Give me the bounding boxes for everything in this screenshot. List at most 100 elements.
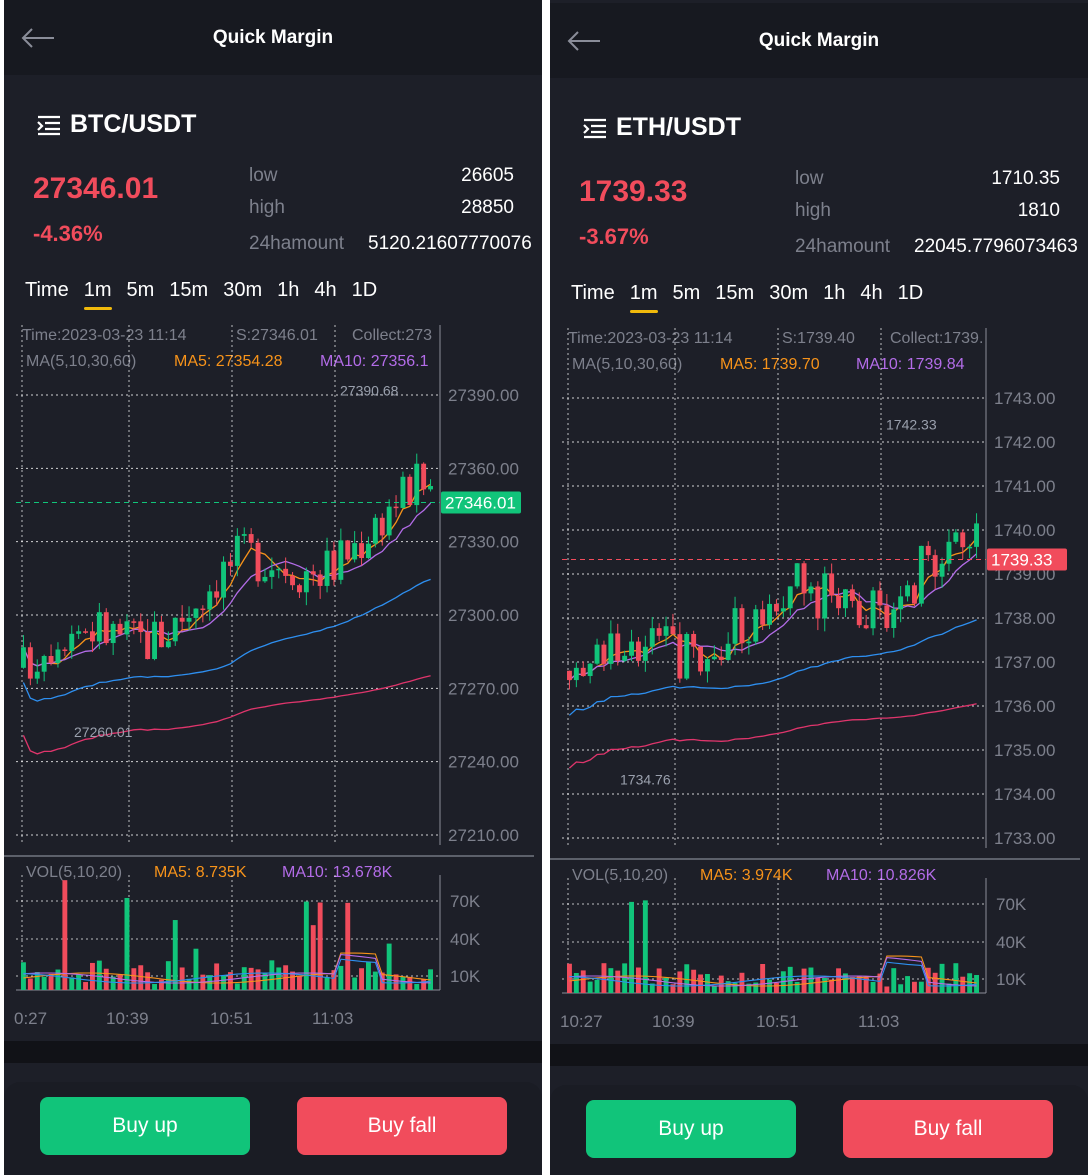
candle-body (829, 573, 835, 596)
pair-selector[interactable]: ETH/USDT (582, 113, 741, 142)
candle-body (836, 595, 841, 609)
candle-body (290, 575, 295, 586)
time-tick-label: 11:03 (858, 1012, 899, 1031)
candle-body (366, 543, 371, 559)
tab-4h[interactable]: 4h (314, 279, 337, 301)
candle-body (200, 608, 206, 611)
time-tick-label: 10:51 (210, 1009, 253, 1028)
last-price-label: 1739.33 (991, 550, 1052, 569)
kline-chart[interactable]: Time:2023-03-23 11:14 S:1739.40 Collect:… (550, 318, 1088, 1038)
volume-bar (372, 971, 378, 990)
tab-5m[interactable]: 5m (672, 282, 701, 304)
candle-body (379, 517, 385, 536)
volume-bar (110, 976, 116, 990)
buy-up-button[interactable]: Buy up (40, 1097, 250, 1155)
tab-1h[interactable]: 1h (823, 282, 846, 304)
candle-body (283, 568, 289, 576)
buy-fall-button[interactable]: Buy fall (297, 1097, 507, 1155)
time-tick-label: 0:27 (14, 1009, 47, 1028)
tab-1d[interactable]: 1D (897, 282, 924, 304)
tab-time[interactable]: Time (25, 279, 69, 301)
price-tick-label: 27390.00 (448, 386, 519, 405)
candle-body (636, 641, 641, 661)
candle-body (159, 621, 164, 648)
volume-bar (815, 977, 821, 993)
tab-15m[interactable]: 15m (715, 282, 755, 304)
arrow-left-icon[interactable] (20, 26, 56, 50)
price-tick-label: 1738.00 (994, 609, 1055, 628)
tab-1m[interactable]: 1m (83, 279, 112, 310)
volume-bar (905, 976, 910, 993)
ma-line (22, 578, 431, 702)
menu-lines-icon (583, 118, 606, 138)
volume-bar (262, 972, 268, 990)
max-price-marker: 27390.68 (340, 382, 399, 398)
volume-bar (898, 984, 904, 993)
kline-chart[interactable]: Time:2023-03-23 11:14 S:27346.01 Collect… (4, 315, 542, 1035)
vol-ma10-legend: MA10: 10.826K (826, 867, 937, 884)
tab-time[interactable]: Time (571, 282, 615, 304)
candle-body (767, 603, 772, 625)
volume-bar (670, 984, 676, 993)
candle-body (83, 631, 88, 633)
volume-ma-line (23, 954, 431, 984)
candle-body (386, 506, 392, 536)
tab-1d[interactable]: 1D (351, 279, 378, 301)
volume-bar (836, 968, 841, 993)
candle-body (725, 643, 731, 660)
price-tick-label: 27360.00 (448, 459, 519, 478)
buy-fall-button[interactable]: Buy fall (843, 1100, 1053, 1158)
price-change: -4.36% (33, 221, 103, 246)
price-tick-label: 1741.00 (994, 477, 1055, 496)
high-label: high (795, 200, 831, 221)
volume-bar (41, 976, 47, 990)
vol-ma5-legend: MA5: 8.735K (154, 864, 247, 881)
ma10-legend: MA10: 27356.1 (320, 353, 429, 370)
last-price: 27346.01 (33, 172, 159, 205)
pair-selector[interactable]: BTC/USDT (36, 110, 196, 139)
volume-bar (636, 967, 641, 993)
volume-bar (580, 970, 586, 993)
candle-body (331, 550, 337, 580)
volume-bar (677, 971, 683, 993)
ma5-legend: MA5: 27354.28 (174, 353, 283, 370)
candle-body (228, 561, 233, 566)
candle-body (918, 545, 924, 604)
volume-bar (297, 975, 302, 990)
ma-line (568, 703, 977, 769)
candle-body (801, 563, 807, 594)
volume-bar (27, 978, 33, 990)
volume-tick-label: 70K (450, 892, 481, 911)
chart-collect-info: Collect:1739. (890, 330, 983, 347)
volume-bar (629, 901, 634, 993)
tab-30m[interactable]: 30m (769, 282, 809, 304)
tab-4h[interactable]: 4h (860, 282, 883, 304)
volume-bar (774, 982, 779, 993)
candle-body (62, 649, 68, 651)
tab-5m[interactable]: 5m (126, 279, 155, 301)
candle-body (103, 612, 109, 644)
buy-up-button[interactable]: Buy up (586, 1100, 796, 1158)
candle-body (587, 663, 593, 677)
ma-legend-label: MA(5,10,30,60) (572, 356, 682, 373)
tab-1h[interactable]: 1h (277, 279, 300, 301)
tab-30m[interactable]: 30m (223, 279, 263, 301)
candle-body (760, 609, 766, 625)
volume-bar (567, 963, 572, 993)
tab-15m[interactable]: 15m (169, 279, 209, 301)
candle-body (248, 534, 254, 543)
volume-bar (186, 978, 192, 990)
amount-value: 22045.7796073463 (914, 236, 1078, 257)
section-divider (4, 1041, 542, 1063)
arrow-left-icon[interactable] (566, 29, 602, 53)
price-tick-label: 1735.00 (994, 741, 1055, 760)
ma10-legend: MA10: 1739.84 (856, 356, 965, 373)
volume-bar (34, 972, 40, 990)
candle-body (117, 623, 123, 635)
candle-body (269, 570, 275, 577)
volume-bar (801, 968, 807, 993)
tab-1m[interactable]: 1m (629, 282, 658, 313)
volume-bar (622, 963, 628, 993)
volume-bar (918, 981, 924, 993)
volume-bar (967, 973, 973, 993)
